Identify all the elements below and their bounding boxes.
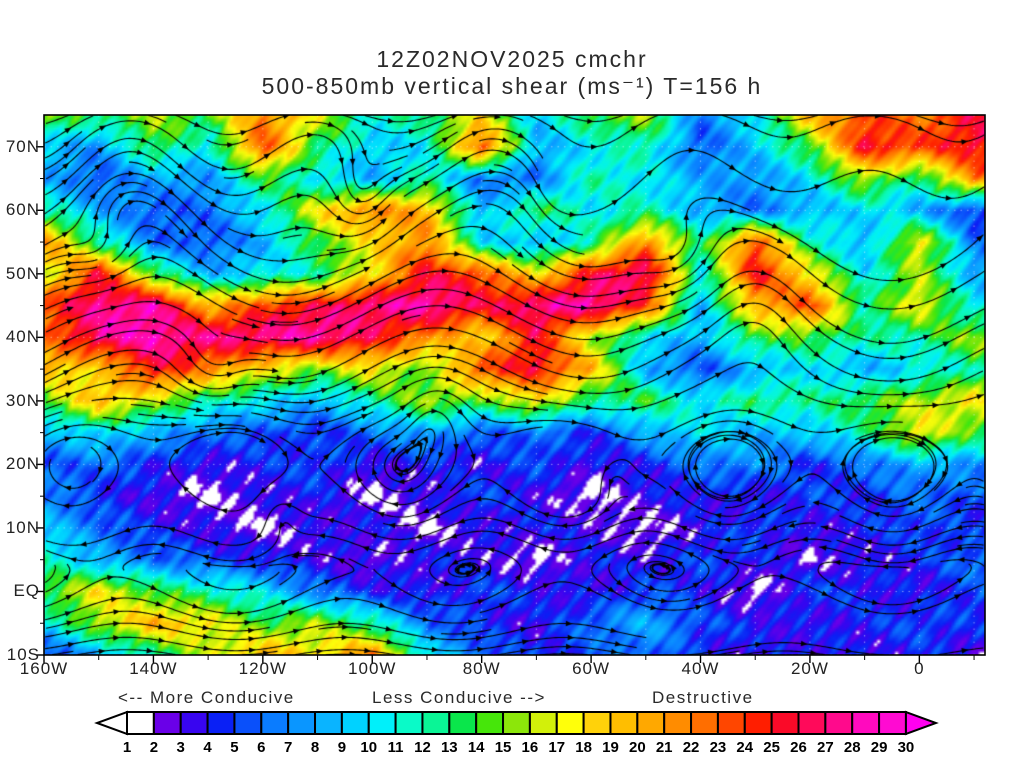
colorbar-cell-3: [179, 711, 209, 735]
colorbar-cell-14: [475, 711, 505, 735]
colorbar-boundary-label-10: 10: [360, 739, 377, 756]
colorbar: 1 2 3 4 5 6 7 8 9 10 11 12 13 14 15 16 17 18 19 20 21 22 23 24 2…: [94, 710, 939, 756]
colorbar-boundary-label-15: 15: [495, 739, 512, 756]
colorbar-cell-23: [716, 711, 746, 735]
colorbar-cell-13: [448, 711, 478, 735]
colorbar-cell-25: [770, 711, 800, 735]
colorbar-boundary-label-20: 20: [629, 739, 646, 756]
colorbar-cell-15: [502, 711, 531, 735]
colorbar-boundary-label-27: 27: [817, 739, 834, 756]
colorbar-cell-17: [555, 711, 585, 735]
colorbar-label-destructive: Destructive: [652, 688, 754, 707]
lat-tick-label-10N: 10N: [5, 517, 40, 537]
lat-tick-label-70N: 70N: [5, 136, 40, 156]
colorbar-cell-11: [394, 711, 424, 735]
colorbar-cell-6: [260, 711, 290, 735]
chart-title-line2: 500-850mb vertical shear (ms⁻¹) T=156 h: [261, 73, 763, 99]
colorbar-boundary-label-23: 23: [710, 739, 727, 756]
lon-tick-label-160W: 160W: [19, 659, 69, 678]
colorbar-cell-2: [152, 711, 182, 735]
colorbar-cell-18: [582, 711, 612, 735]
colorbar-cell-28: [851, 711, 881, 735]
colorbar-boundary-label-9: 9: [338, 739, 346, 756]
lon-tick-label-20W: 20W: [790, 659, 829, 678]
colorbar-boundary-label-30: 30: [898, 739, 915, 756]
colorbar-label-less-conducive: Less Conducive -->: [372, 688, 546, 707]
lon-tick-label-80W: 80W: [462, 659, 501, 678]
colorbar-cell-4: [206, 711, 236, 735]
colorbar-boundary-label-5: 5: [230, 739, 238, 756]
colorbar-cell-24: [743, 711, 773, 735]
colorbar-boundary-label-25: 25: [763, 739, 780, 756]
lat-tick-label-60N: 60N: [5, 200, 40, 220]
colorbar-cell-8: [314, 711, 343, 735]
lat-tick-label-10S: 10S: [6, 645, 40, 664]
colorbar-cell-12: [421, 711, 451, 735]
chart-title-line1: 12Z02NOV2025 cmchr: [376, 46, 648, 72]
colorbar-cell-20: [636, 711, 666, 735]
lat-tick-label-30N: 30N: [5, 390, 40, 410]
colorbar-cell-29: [878, 711, 907, 735]
lon-tick-label-140W: 140W: [129, 659, 178, 678]
colorbar-boundary-label-19: 19: [602, 739, 619, 756]
chart-title: 12Z02NOV2025 cmchr 500-850mb vertical sh…: [0, 46, 1024, 100]
colorbar-boundary-label-11: 11: [388, 739, 404, 756]
lon-tick-label-0: 0: [914, 659, 925, 678]
colorbar-boundary-label-17: 17: [548, 739, 565, 756]
colorbar-boundary-label-16: 16: [522, 739, 539, 756]
lat-tick-label-50N: 50N: [5, 263, 40, 283]
lon-tick-label-100W: 100W: [348, 659, 397, 678]
colorbar-cell-27: [824, 711, 854, 735]
colorbar-cell-21: [663, 711, 693, 735]
lon-tick-label-40W: 40W: [681, 659, 720, 678]
lat-tick-label-20N: 20N: [5, 454, 40, 474]
colorbar-cell-26: [797, 711, 827, 735]
colorbar-boundary-label-2: 2: [150, 739, 158, 756]
colorbar-cell-5: [233, 711, 263, 735]
colorbar-cell-9: [340, 711, 370, 735]
lat-tick-label-40N: 40N: [5, 327, 40, 347]
colorbar-cell-16: [528, 711, 558, 735]
colorbar-boundary-label-12: 12: [414, 739, 431, 756]
colorbar-cell-19: [609, 711, 639, 735]
colorbar-boundary-label-22: 22: [683, 739, 700, 756]
colorbar-cell-1: [126, 711, 155, 735]
colorbar-cell-10: [367, 711, 397, 735]
colorbar-boundary-label-14: 14: [468, 739, 485, 756]
colorbar-boundary-label-4: 4: [203, 739, 212, 756]
lat-tick-label-EQ: EQ: [13, 581, 40, 601]
colorbar-label-more-conducive: <-- More Conducive: [118, 688, 295, 707]
colorbar-under-arrow: [94, 710, 128, 736]
colorbar-cell-7: [287, 711, 317, 735]
colorbar-boundary-label-13: 13: [441, 739, 458, 756]
lon-tick-label-60W: 60W: [572, 659, 611, 678]
colorbar-boundary-label-24: 24: [736, 739, 753, 756]
colorbar-boundary-label-18: 18: [575, 739, 592, 756]
colorbar-boundary-label-26: 26: [790, 739, 807, 756]
colorbar-boundary-label-29: 29: [871, 739, 888, 756]
shear-map-canvas: [44, 115, 985, 655]
lon-tick-label-120W: 120W: [238, 659, 288, 678]
colorbar-boundary-label-6: 6: [257, 739, 265, 756]
colorbar-boundary-label-3: 3: [177, 739, 185, 756]
colorbar-boundary-label-1: 1: [123, 739, 131, 756]
colorbar-boundary-label-7: 7: [284, 739, 292, 756]
colorbar-cell-22: [690, 711, 719, 735]
colorbar-over-arrow: [904, 710, 939, 736]
colorbar-boundary-label-21: 21: [656, 739, 673, 756]
colorbar-boundary-label-8: 8: [311, 739, 319, 756]
colorbar-boundary-label-28: 28: [844, 739, 861, 756]
